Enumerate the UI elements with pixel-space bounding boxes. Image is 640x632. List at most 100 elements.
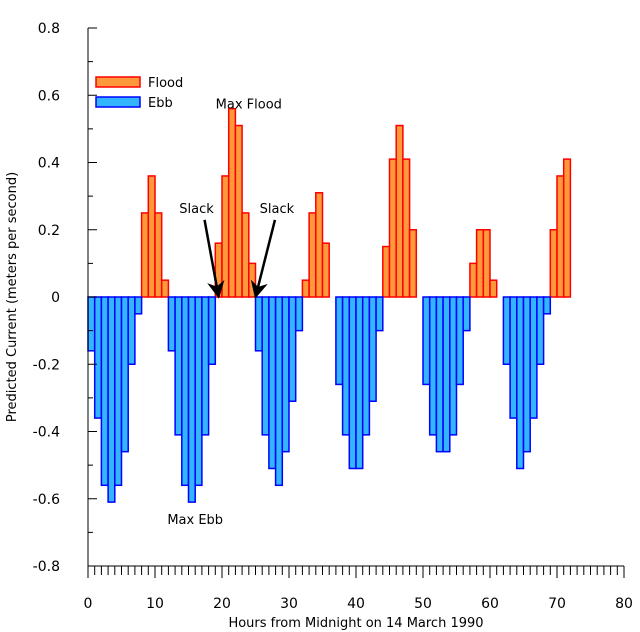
- ebb-bar: [294, 296, 304, 332]
- flood-bar: [248, 262, 257, 298]
- y-tick-label: 0: [51, 290, 60, 306]
- legend-swatch-ebb: [95, 96, 141, 108]
- ebb-bar: [435, 296, 444, 453]
- flood-bar: [315, 192, 324, 298]
- ebb-bar: [261, 296, 270, 436]
- ebb-bar: [100, 296, 109, 487]
- ebb-bar: [288, 296, 297, 402]
- ebb-bar: [542, 296, 552, 315]
- ebb-bar: [422, 296, 431, 386]
- ebb-bar: [87, 296, 96, 352]
- ebb-bar: [522, 296, 531, 453]
- ebb-bar: [120, 296, 129, 453]
- flood-bar: [388, 158, 397, 298]
- legend-label-flood: Flood: [148, 76, 183, 91]
- flood-bar: [382, 245, 391, 298]
- ebb-bar: [361, 296, 371, 436]
- y-tick-label: -0.2: [33, 357, 60, 373]
- y-tick-label: -0.6: [33, 492, 60, 508]
- y-tick-label: -0.4: [33, 425, 60, 441]
- ebb-bar: [516, 296, 525, 470]
- legend: Flood Ebb: [95, 76, 183, 111]
- flood-bar: [562, 158, 572, 298]
- flood-bar: [489, 279, 498, 298]
- x-tick-label: 70: [548, 596, 566, 612]
- flood-bar: [402, 158, 411, 298]
- flood-bar: [482, 229, 491, 298]
- ebb-bar: [455, 296, 464, 386]
- flood-bar: [408, 229, 418, 298]
- y-axis-label: Predicted Current (meters per second): [5, 172, 20, 422]
- flood-bar: [549, 229, 558, 298]
- x-tick-label: 30: [280, 596, 298, 612]
- annotation-max-flood: Max Flood: [216, 98, 282, 113]
- ebb-bar: [167, 296, 176, 352]
- y-tick-label: 0.8: [38, 21, 60, 37]
- ebb-bar: [536, 296, 545, 365]
- flood-bar: [475, 229, 485, 298]
- annotation-max-ebb: Max Ebb: [167, 513, 223, 528]
- ebb-bar: [254, 296, 263, 352]
- ebb-bar: [428, 296, 438, 436]
- flood-bar: [234, 124, 243, 298]
- slack-arrow: [203, 219, 225, 299]
- ebb-bar: [509, 296, 518, 419]
- flood-bar: [321, 242, 330, 298]
- ebb-bar: [201, 296, 210, 436]
- flood-bar: [140, 212, 150, 298]
- ebb-bar: [187, 296, 196, 503]
- annotation-slack: Slack: [260, 202, 295, 217]
- ebb-bar: [355, 296, 364, 470]
- x-tick-label: 60: [481, 596, 499, 612]
- ebb-bar: [462, 296, 471, 332]
- y-tick-label: 0.4: [38, 156, 60, 172]
- flood-bar: [469, 262, 478, 298]
- flood-bar: [395, 124, 404, 298]
- ebb-bar: [335, 296, 344, 386]
- ebb-bar: [127, 296, 136, 365]
- flood-bar: [227, 107, 237, 298]
- flood-bar: [301, 279, 310, 298]
- ebb-bar: [114, 296, 123, 487]
- ebb-bar: [449, 296, 458, 436]
- ebb-bar: [274, 296, 284, 487]
- ebb-bar: [375, 296, 384, 332]
- x-tick-label: 20: [213, 596, 231, 612]
- legend-label-ebb: Ebb: [148, 96, 173, 111]
- bars-layer: [87, 107, 572, 503]
- ebb-bar: [107, 296, 116, 503]
- flood-bar: [221, 175, 230, 298]
- y-tick-label: 0.6: [38, 88, 60, 104]
- ebb-bar: [207, 296, 217, 365]
- ebb-bar: [194, 296, 203, 487]
- y-tick-label: -0.8: [33, 559, 60, 575]
- slack-arrow: [250, 219, 277, 299]
- flood-bar: [147, 175, 156, 298]
- flood-bar: [160, 279, 170, 298]
- ebb-bar: [134, 296, 143, 315]
- x-tick-label: 80: [615, 596, 633, 612]
- ebb-bar: [281, 296, 290, 453]
- ebb-bar: [348, 296, 357, 470]
- x-tick-label: 50: [414, 596, 432, 612]
- ebb-bar: [174, 296, 183, 436]
- flood-bar: [308, 212, 317, 298]
- x-tick-label: 10: [146, 596, 164, 612]
- x-tick-label: 40: [347, 596, 365, 612]
- ebb-bar: [442, 296, 451, 453]
- ebb-bar: [502, 296, 511, 365]
- x-axis-label: Hours from Midnight on 14 March 1990: [228, 616, 483, 631]
- annotation-slack: Slack: [179, 202, 214, 217]
- x-tick-label: 0: [84, 596, 93, 612]
- flood-bar: [154, 212, 163, 298]
- ebb-bar: [93, 296, 103, 419]
- ebb-bar: [181, 296, 190, 487]
- legend-swatch-flood: [95, 76, 141, 88]
- flood-bar: [556, 175, 565, 298]
- flood-bar: [241, 212, 250, 298]
- ebb-bar: [529, 296, 538, 419]
- axes-layer: 0.8 0.6 0.4 0.2 0 -0.2 -0.4 -0.6 -0.8 0 10 20 30 40 50…: [33, 21, 633, 612]
- ebb-bar: [341, 296, 351, 436]
- annotations-layer: Max Flood Max Ebb Slack Slack: [167, 98, 294, 528]
